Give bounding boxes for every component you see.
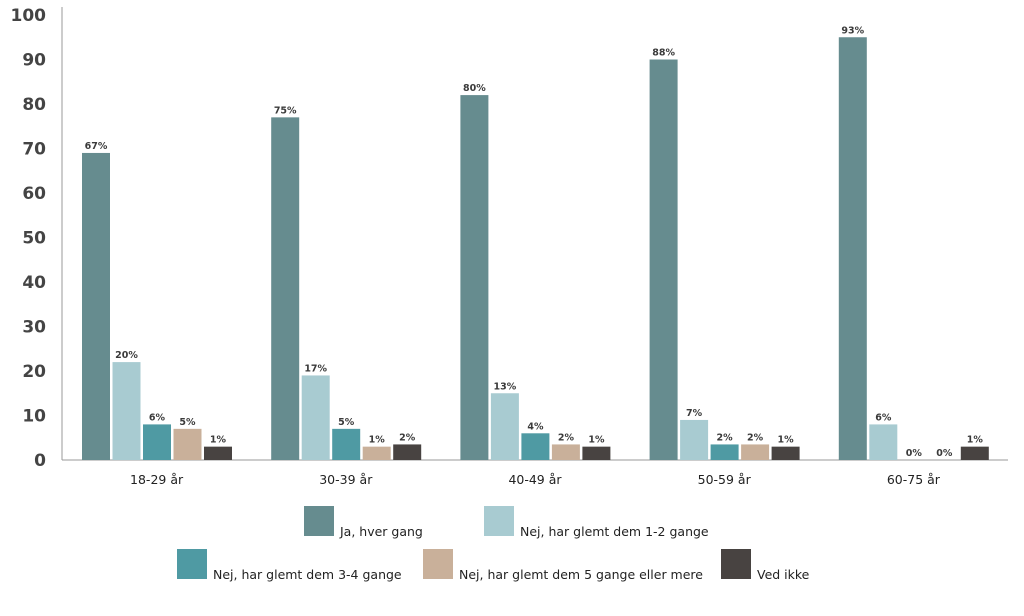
data-label: 2% [558,432,575,443]
legend-swatch [721,549,751,579]
legend-swatch [484,506,514,536]
bar [680,419,709,460]
data-label: 0% [936,448,953,459]
data-label: 1% [369,435,386,446]
data-label: 6% [875,412,892,423]
legend-swatch [177,549,207,579]
bar [551,444,580,460]
bar [332,428,361,460]
data-label: 93% [841,25,864,36]
y-tick-label: 100 [11,6,47,26]
data-label: 6% [149,412,166,423]
bars [82,37,989,460]
data-label: 1% [210,435,227,446]
y-tick-label: 60 [22,184,46,204]
legend: Ja, hver gang Nej, har glemt dem 1-2 gang… [177,506,810,582]
y-tick-label: 0 [34,451,46,471]
bar [869,424,898,460]
x-tick-label: 40-49 år [508,472,562,487]
bar [143,424,171,460]
data-label: 1% [967,435,984,446]
legend-item: Nej, har glemt dem 5 gange eller mere [423,549,703,582]
bar [301,375,330,460]
data-label: 7% [686,408,703,419]
legend-item: Nej, har glemt dem 3-4 gange [177,549,402,582]
data-label: 2% [717,432,734,443]
y-tick-label: 10 [22,407,46,427]
bar [771,446,800,460]
bar [173,428,202,460]
x-tick-label: 60-75 år [887,472,941,487]
bar [582,446,611,460]
data-label: 88% [652,48,675,59]
legend-item: Ved ikke [721,549,810,582]
y-tick-label: 70 [22,140,46,160]
data-label: 17% [304,363,327,374]
data-label: 4% [527,421,544,432]
y-tick-label: 90 [22,51,46,71]
y-tick-label: 30 [22,318,46,338]
data-label: 13% [494,381,517,392]
data-label: 80% [463,83,486,94]
legend-label: Nej, har glemt dem 1-2 gange [520,524,709,539]
bar [271,117,300,460]
data-label: 2% [747,432,764,443]
data-label: 5% [179,417,196,428]
data-label: 1% [778,435,795,446]
bar [460,95,489,460]
legend-label: Ved ikke [757,567,810,582]
bar [204,446,232,460]
data-label: 5% [338,417,355,428]
x-tick-label: 30-39 år [319,472,373,487]
data-label: 0% [906,448,923,459]
data-label: 75% [274,105,297,116]
x-tick-label: 50-59 år [698,472,752,487]
x-axis: 18-29 år 30-39 år 40-49 år 50-59 år 60-75 år [62,459,1008,487]
bar [82,152,110,460]
data-label: 67% [85,141,108,152]
legend-swatch [304,506,334,536]
bar [649,59,678,460]
x-tick-label: 18-29 år [130,472,184,487]
bar [710,444,739,460]
legend-label: Nej, har glemt dem 3-4 gange [213,567,402,582]
data-label: 1% [588,435,605,446]
legend-item: Nej, har glemt dem 1-2 gange [484,506,709,539]
bar [521,433,550,460]
legend-swatch [423,549,453,579]
bar [393,444,422,460]
bar [838,37,867,460]
legend-label: Nej, har glemt dem 5 gange eller mere [459,567,703,582]
bar [741,444,770,460]
y-tick-label: 50 [22,229,46,249]
y-tick-label: 80 [22,95,46,115]
bar [490,393,519,460]
bar [112,362,141,460]
y-tick-label: 20 [22,362,46,382]
data-label: 2% [399,432,416,443]
y-axis: 0 10 20 30 40 50 60 70 80 90 100 [11,6,63,471]
legend-item: Ja, hver gang [304,506,423,539]
legend-label: Ja, hver gang [339,524,423,539]
bar [362,446,391,460]
data-labels: 67% 20% 6% 5% 1% 75% 17% 5% 1% 2% 80% 13% 4% 2% 1% 88% 7… [85,25,984,459]
bar [960,446,989,460]
data-label: 20% [115,350,138,361]
y-tick-label: 40 [22,273,46,293]
